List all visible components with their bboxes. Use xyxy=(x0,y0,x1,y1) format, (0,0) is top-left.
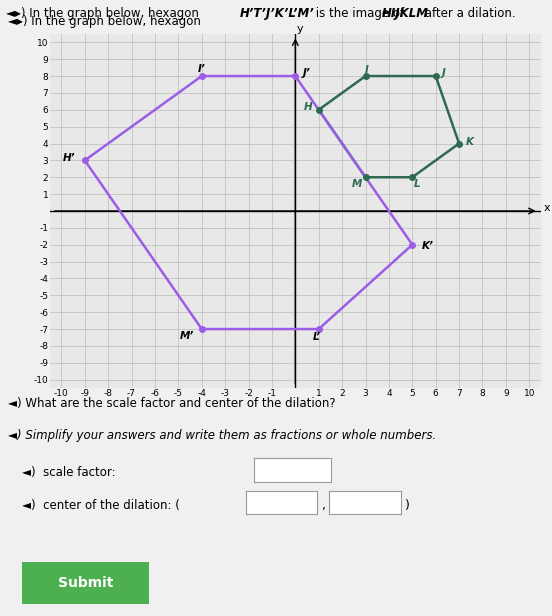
Text: J’: J’ xyxy=(303,68,311,78)
Text: H: H xyxy=(304,102,312,112)
Text: ): ) xyxy=(405,499,410,512)
Text: H’: H’ xyxy=(63,153,76,163)
Text: ,: , xyxy=(322,499,326,512)
Text: ◄▸) In the graph below, hexagon: ◄▸) In the graph below, hexagon xyxy=(6,7,202,20)
Text: I: I xyxy=(365,65,369,75)
Text: ◄▸) In the graph below, hexagon: ◄▸) In the graph below, hexagon xyxy=(8,15,205,28)
Text: ◄︎) What are the scale factor and center of the dilation?: ◄︎) What are the scale factor and center… xyxy=(8,397,336,410)
Text: HIJKLM: HIJKLM xyxy=(382,7,429,20)
Text: x: x xyxy=(543,203,550,214)
Text: after a dilation.: after a dilation. xyxy=(421,7,515,20)
Text: is the image of: is the image of xyxy=(312,7,408,20)
Text: ◄︎) Simplify your answers and write them as fractions or whole numbers.: ◄︎) Simplify your answers and write them… xyxy=(8,429,437,442)
Text: Submit: Submit xyxy=(58,576,113,590)
Text: K’: K’ xyxy=(422,241,433,251)
Text: y: y xyxy=(296,24,303,34)
Text: ◄︎)  scale factor:: ◄︎) scale factor: xyxy=(22,466,116,479)
Text: ◄︎)  center of the dilation: (: ◄︎) center of the dilation: ( xyxy=(22,499,180,512)
Text: M’: M’ xyxy=(179,331,194,341)
Text: J: J xyxy=(442,68,446,78)
Text: I’: I’ xyxy=(198,64,206,75)
Text: K: K xyxy=(465,137,474,147)
Text: L’: L’ xyxy=(312,333,320,342)
Text: H’T’J’K’L’M’: H’T’J’K’L’M’ xyxy=(240,7,315,20)
Text: L: L xyxy=(413,179,420,189)
Text: M: M xyxy=(352,179,363,189)
